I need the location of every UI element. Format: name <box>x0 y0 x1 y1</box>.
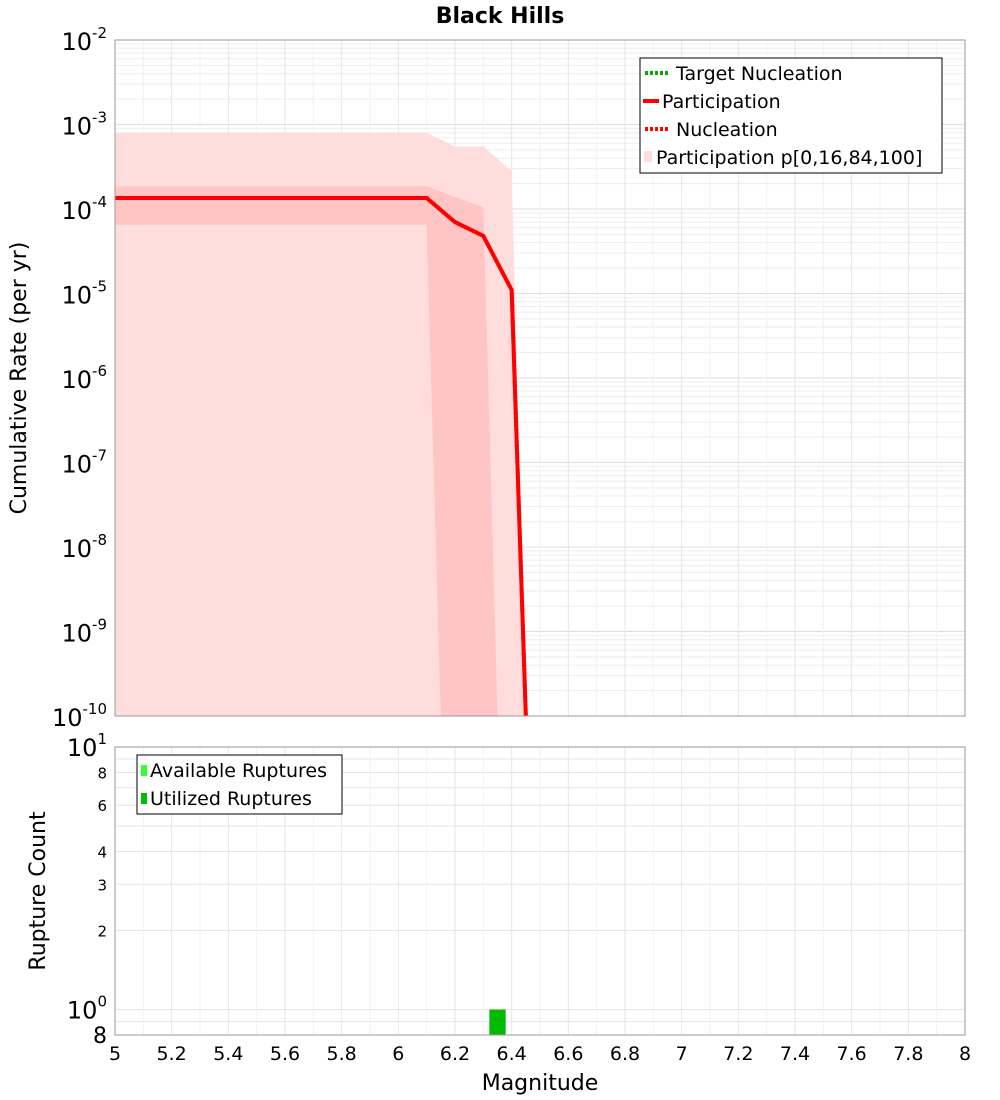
x-tick-label: 7 <box>676 1043 688 1065</box>
top-y-tick-label: 10-9 <box>61 616 107 648</box>
x-tick-label: 6 <box>392 1043 404 1065</box>
x-ticks: 5 5.2 5.4 5.6 5.8 6 6.2 6.4 6.6 6.8 7 7.2 7.4 7.6 7.8 8 <box>109 1043 971 1065</box>
x-tick-label: 5.8 <box>327 1043 357 1065</box>
legend-percentile-label: Participation p[0,16,84,100] <box>656 147 922 169</box>
bottom-y-tick-label: 4 <box>97 843 107 861</box>
legend-utilized-label: Utilized Ruptures <box>150 788 312 810</box>
x-tick-label: 5.2 <box>157 1043 187 1065</box>
x-tick-label: 8 <box>959 1043 971 1065</box>
bottom-bars <box>489 1009 506 1035</box>
bottom-y-axis-label: Rupture Count <box>26 811 51 971</box>
legend-available-swatch <box>141 765 147 776</box>
top-bands <box>115 132 526 716</box>
top-y-tick-label: 10-5 <box>61 278 107 310</box>
bottom-y-tick-label: 6 <box>97 797 107 815</box>
x-tick-label: 6.4 <box>497 1043 527 1065</box>
legend-percentile-swatch <box>644 151 652 162</box>
legend-participation-label: Participation <box>662 91 781 113</box>
x-tick-label: 7.6 <box>837 1043 867 1065</box>
top-y-tick-label: 10-7 <box>61 447 107 479</box>
top-legend: Target Nucleation Participation Nucleati… <box>639 57 943 174</box>
series-line-nucleation <box>115 195 528 717</box>
x-tick-label: 6.8 <box>610 1043 640 1065</box>
x-axis-label: Magnitude <box>482 1071 599 1096</box>
top-y-ticks: 10-2 10-3 10-4 10-5 10-6 10-7 10-8 10-9 10-10 <box>52 24 107 732</box>
band-p0-100 <box>115 132 526 716</box>
bottom-legend: Available Ruptures Utilized Ruptures <box>136 754 343 815</box>
bar-utilized-ruptures <box>489 1009 506 1035</box>
band-p16-84 <box>115 186 498 716</box>
bottom-y-major-tick-label: 100 <box>67 993 107 1025</box>
legend-nucleation-label: Nucleation <box>676 119 778 141</box>
bottom-y-ticks: 8 6 4 3 2 8 101 100 <box>67 730 107 1049</box>
top-lines <box>115 195 528 717</box>
x-tick-label: 7.2 <box>723 1043 753 1065</box>
bottom-y-tick-label: 2 <box>97 923 107 941</box>
bottom-y-tick-label: 3 <box>97 876 107 894</box>
top-y-tick-label: 10-8 <box>61 531 107 563</box>
bottom-y-tick-label: 8 <box>93 1024 107 1049</box>
x-tick-label: 6.6 <box>553 1043 583 1065</box>
bottom-y-major-tick-label: 101 <box>67 730 107 762</box>
legend-available-label: Available Ruptures <box>150 760 327 782</box>
top-y-tick-label: 10-4 <box>61 193 107 225</box>
x-tick-label: 6.2 <box>440 1043 470 1065</box>
bottom-y-tick-label: 8 <box>97 764 107 782</box>
x-tick-label: 7.8 <box>893 1043 923 1065</box>
top-y-tick-label: 10-10 <box>52 700 107 732</box>
top-y-axis-label: Cumulative Rate (per yr) <box>7 242 32 515</box>
top-y-tick-label: 10-6 <box>61 362 107 394</box>
x-tick-label: 5 <box>109 1043 121 1065</box>
x-tick-label: 5.4 <box>213 1043 243 1065</box>
x-tick-label: 7.4 <box>780 1043 810 1065</box>
chart-title: Black Hills <box>436 4 565 29</box>
x-tick-label: 5.6 <box>270 1043 300 1065</box>
top-y-tick-label: 10-2 <box>61 24 107 56</box>
legend-target-nucleation-label: Target Nucleation <box>675 63 843 85</box>
top-y-tick-label: 10-3 <box>61 109 107 141</box>
top-plot-border <box>114 39 966 717</box>
legend-utilized-swatch <box>141 793 147 804</box>
bottom-plot-border <box>114 746 966 1036</box>
